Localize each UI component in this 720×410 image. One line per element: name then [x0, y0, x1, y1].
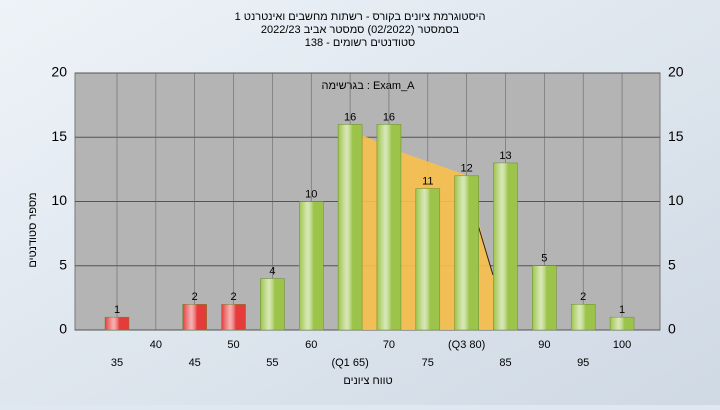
y2-tick-label: 0	[668, 321, 676, 337]
bar	[104, 316, 130, 331]
bar	[260, 278, 285, 331]
x-tick-label: 45	[189, 357, 201, 369]
y-tick-label: 15	[51, 128, 67, 144]
bar	[337, 124, 363, 331]
data-label: 16	[383, 111, 395, 123]
y-axis-label: מספר סטודנטים	[27, 192, 39, 267]
data-label: 2	[580, 291, 586, 303]
x-tick-label: (Q1 65)	[331, 357, 368, 369]
x-tick-label: 55	[266, 357, 278, 369]
data-label: 2	[230, 291, 236, 303]
bar	[182, 304, 207, 331]
x-tick-label: 75	[422, 357, 434, 369]
title-line: סטודנטים רשומים - 138	[305, 37, 416, 49]
x-tick-label: 60	[305, 339, 317, 351]
title-line: היסטוגרמת ציונים בקורס - רשתות מחשבים וא…	[235, 11, 486, 23]
quartile-line	[477, 224, 494, 276]
data-label: 12	[461, 163, 473, 175]
data-label: 5	[541, 253, 547, 265]
annotation: בגרשימה : Exam_A	[321, 80, 415, 92]
x-tick-label: 90	[538, 339, 550, 351]
x-tick-label: 85	[499, 357, 511, 369]
data-label: 1	[114, 304, 120, 316]
y2-tick-label: 15	[668, 128, 684, 144]
x-tick-label: 50	[227, 339, 239, 351]
y-tick-label: 0	[59, 321, 67, 337]
bar	[493, 162, 518, 331]
bar	[376, 124, 402, 331]
data-label: 10	[305, 188, 317, 200]
y-tick-label: 10	[51, 192, 67, 208]
bar	[299, 201, 324, 331]
y2-tick-label: 10	[668, 192, 684, 208]
y-tick-label: 5	[59, 256, 67, 272]
y2-tick-label: 5	[668, 256, 676, 272]
data-label: 16	[344, 111, 356, 123]
data-label: 1	[619, 304, 625, 316]
x-tick-label: 70	[383, 339, 395, 351]
x-tick-label: 35	[111, 357, 123, 369]
x-tick-label: 100	[613, 339, 631, 351]
x-tick-label: 95	[577, 357, 589, 369]
bar	[532, 265, 557, 331]
y2-tick-label: 20	[668, 64, 684, 80]
data-label: 2	[192, 291, 198, 303]
data-label: 13	[499, 150, 511, 162]
bar	[415, 188, 441, 331]
x-tick-label: (Q3 80)	[448, 339, 485, 351]
data-label: 4	[269, 266, 275, 278]
bar	[454, 175, 479, 331]
bar	[221, 304, 246, 331]
x-axis-label: טווח ציונים	[343, 375, 392, 387]
bar	[609, 316, 635, 331]
bar	[570, 304, 596, 331]
y-tick-label: 20	[51, 64, 67, 80]
x-tick-label: 40	[150, 339, 162, 351]
data-label: 11	[422, 176, 433, 188]
title-line: בסמסטר (02/2022) סמסטר אביב 2022/23	[261, 24, 460, 36]
